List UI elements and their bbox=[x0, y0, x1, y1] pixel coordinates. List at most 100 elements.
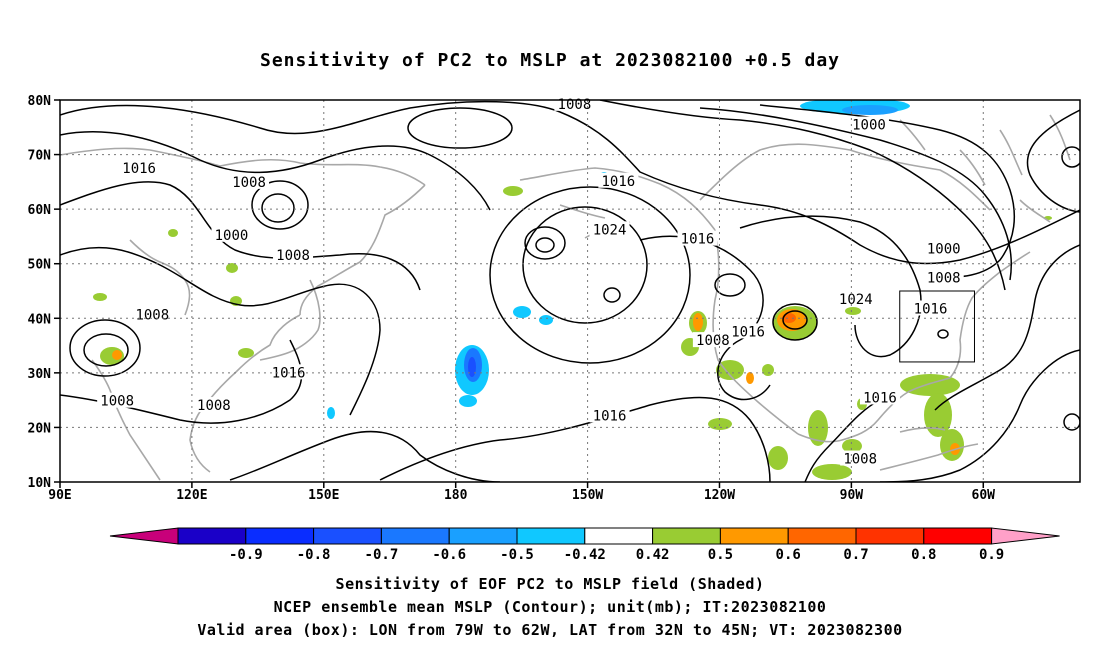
map-frame bbox=[59, 99, 1081, 483]
mslp-contour bbox=[69, 319, 141, 377]
contour-label: 1008 bbox=[558, 97, 592, 113]
valid-area-box bbox=[899, 290, 975, 363]
colorbar-label: -0.5 bbox=[500, 547, 534, 563]
chart-title: Sensitivity of PC2 to MSLP at 2023082100… bbox=[259, 50, 840, 71]
contour-label: 1016 bbox=[122, 161, 156, 177]
contour-label: 1008 bbox=[232, 175, 266, 191]
mslp-contour bbox=[714, 273, 746, 297]
contour-label: 1016 bbox=[863, 390, 897, 406]
mslp-contour bbox=[407, 107, 513, 149]
lat-tick-label: 20N bbox=[28, 421, 52, 436]
lon-tick-label: 90W bbox=[840, 488, 864, 503]
contour-label-bg bbox=[835, 291, 876, 307]
colorbar-segment bbox=[787, 527, 857, 545]
lon-tick-label: 120E bbox=[176, 488, 207, 503]
colorbar-high-extend bbox=[991, 527, 1060, 545]
colorbar-segment bbox=[313, 527, 382, 545]
colorbar-label: -0.7 bbox=[365, 547, 399, 563]
colorbar-label: 0.6 bbox=[776, 547, 801, 563]
mslp-contour bbox=[879, 349, 1080, 482]
contour-label: 1008 bbox=[696, 333, 730, 349]
contour-label-bg bbox=[211, 226, 252, 242]
mslp-contour bbox=[603, 287, 621, 303]
mslp-contour bbox=[1026, 109, 1080, 213]
contour-label: 1016 bbox=[731, 324, 765, 340]
contour-label-bg bbox=[119, 160, 160, 176]
mslp-contour bbox=[229, 430, 501, 482]
contour-label-bg bbox=[598, 172, 639, 188]
colorbar-label: -0.42 bbox=[564, 547, 606, 563]
lat-tick-label: 50N bbox=[28, 258, 52, 273]
coastline bbox=[949, 251, 1031, 379]
mslp-contour bbox=[739, 215, 922, 358]
contour-label: 1008 bbox=[843, 452, 877, 468]
colorbar-segment bbox=[652, 527, 721, 545]
contour-label-bg bbox=[273, 246, 314, 262]
colorbar: -0.9 -0.8 -0.7 -0.6 -0.5 -0.42 0.42 0.5 0.6 0.7 0.… bbox=[109, 527, 1060, 563]
coastline bbox=[797, 377, 951, 443]
mslp-contour bbox=[535, 237, 555, 253]
contour-label: 1016 bbox=[914, 301, 948, 317]
contour-label-bg bbox=[97, 392, 138, 408]
mslp-contour bbox=[261, 193, 295, 223]
lat-tick-label: 30N bbox=[28, 367, 52, 382]
lon-tick-label: 150W bbox=[572, 488, 603, 503]
colorbar-segment bbox=[516, 527, 586, 545]
colorbar-segment bbox=[584, 527, 654, 545]
colorbar-segment bbox=[177, 527, 247, 545]
colorbar-segment bbox=[245, 527, 315, 545]
colorbar-segment bbox=[448, 527, 518, 545]
contour-label: 1000 bbox=[852, 118, 886, 134]
contour-label: 1016 bbox=[602, 174, 636, 190]
contour-label: 1016 bbox=[681, 232, 715, 248]
contour-label: 1008 bbox=[276, 248, 310, 264]
shade-negative-patch bbox=[459, 395, 477, 407]
lat-tick-label: 70N bbox=[28, 149, 52, 164]
lon-tick-label: 90E bbox=[48, 488, 71, 503]
caption-contour: NCEP ensemble mean MSLP (Contour); unit(… bbox=[273, 598, 827, 616]
colorbar-segment bbox=[380, 527, 450, 545]
coastline bbox=[189, 314, 301, 473]
contour-label-bg bbox=[589, 407, 630, 423]
mslp-contour bbox=[772, 303, 818, 341]
coastline bbox=[299, 184, 426, 316]
lon-tick-label: 120W bbox=[704, 488, 735, 503]
colorbar-label: 0.7 bbox=[843, 547, 868, 563]
contour-label-bg bbox=[692, 332, 733, 348]
mslp-contour bbox=[804, 399, 881, 482]
mslp-contour bbox=[782, 310, 808, 330]
contour-label-bg bbox=[840, 450, 881, 466]
contour-label: 1008 bbox=[135, 307, 169, 323]
mslp-contour bbox=[489, 186, 691, 364]
colorbar-label: 0.9 bbox=[979, 547, 1004, 563]
shade-negative-patch bbox=[468, 357, 476, 377]
shade-negative-patch bbox=[513, 306, 531, 318]
colorbar-label: 0.42 bbox=[636, 547, 670, 563]
contour-label-bg bbox=[589, 221, 630, 237]
contour-label: 1016 bbox=[593, 408, 627, 424]
shade-positive-patch bbox=[168, 229, 178, 237]
shade-positive-patch bbox=[226, 263, 238, 273]
coastline bbox=[60, 147, 426, 186]
colorbar-low-extend bbox=[109, 527, 179, 545]
lat-tick-label: 10N bbox=[28, 476, 52, 491]
contour-label-bg bbox=[268, 364, 309, 380]
shade-positive-patch bbox=[238, 348, 254, 358]
contour-label: 1008 bbox=[197, 398, 231, 414]
shade-positive-patch bbox=[503, 186, 523, 196]
coastline bbox=[1019, 114, 1071, 223]
lon-tick-label: 180 bbox=[444, 488, 468, 503]
contour-label-bg bbox=[923, 269, 964, 285]
mslp-contour bbox=[524, 226, 566, 260]
mslp-contour bbox=[599, 100, 1006, 291]
lat-tick-label: 80N bbox=[28, 94, 52, 109]
colorbar-label: -0.8 bbox=[297, 547, 331, 563]
shade-positive-patch bbox=[708, 418, 732, 430]
mslp-contour bbox=[937, 329, 949, 339]
shade-positive-patch bbox=[93, 293, 107, 301]
contour-label: 1000 bbox=[215, 228, 249, 244]
mslp-contour bbox=[60, 246, 381, 416]
coastline bbox=[259, 279, 321, 361]
